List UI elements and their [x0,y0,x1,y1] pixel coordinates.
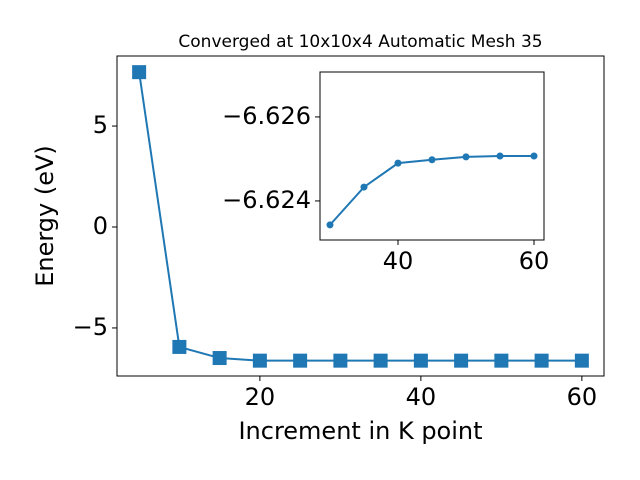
y-tick-label: 5 [93,111,108,139]
x-tick-label: 20 [245,383,276,411]
marker [428,156,436,164]
marker [494,353,509,368]
marker [212,351,227,366]
y-tick-label: −6.624 [222,186,311,214]
x-tick-label: 60 [567,383,598,411]
marker [534,353,549,368]
y-axis-label: Energy (eV) [31,145,59,287]
y-tick-label: 0 [93,212,108,240]
x-tick-label: 60 [519,247,550,275]
marker [333,353,348,368]
y-tick-label: −6.626 [222,102,311,130]
marker [574,353,589,368]
marker [373,353,388,368]
x-tick-label: 40 [383,247,414,275]
marker [530,152,538,160]
marker [293,353,308,368]
marker [496,152,504,160]
y-tick-label: −5 [73,313,108,341]
marker [252,353,267,368]
marker [462,153,470,161]
marker [326,221,334,229]
marker [360,183,368,191]
marker [132,65,147,80]
chart-title: Converged at 10x10x4 Automatic Mesh 35 [178,32,542,52]
marker [172,339,187,354]
marker [454,353,469,368]
marker [394,159,402,167]
x-tick-label: 40 [406,383,437,411]
marker [413,353,428,368]
x-axis-label: Increment in K point [238,417,482,445]
